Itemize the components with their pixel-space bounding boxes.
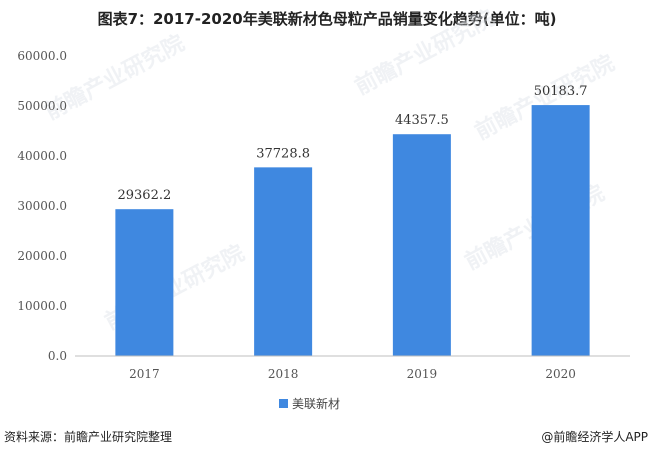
data-label-2020: 50183.7: [534, 84, 588, 99]
data-label-2017: 29362.2: [117, 188, 171, 203]
bar-2018: [254, 167, 313, 356]
y-tick-label: 60000.0: [17, 49, 67, 63]
data-label-2019: 44357.5: [395, 113, 449, 128]
legend: 美联新材: [279, 396, 340, 411]
y-tick-label: 30000.0: [17, 199, 67, 213]
bar-2017: [115, 209, 174, 356]
source-note: 资料来源：前瞻产业研究院整理: [4, 430, 173, 444]
y-tick-label: 0.0: [48, 349, 67, 363]
x-tick-label: 2020: [545, 367, 576, 381]
bars-group: 29362.2 37728.8 44357.5 50183.7: [115, 84, 590, 356]
y-tick-label: 10000.0: [17, 299, 67, 313]
x-tick-label: 2017: [129, 367, 160, 381]
legend-label: 美联新材: [292, 396, 340, 411]
x-tick-label: 2018: [268, 367, 299, 381]
x-axis: 2017 2018 2019 2020: [75, 355, 630, 381]
y-tick-label: 50000.0: [17, 99, 67, 113]
bar-2019: [392, 134, 451, 356]
legend-swatch: [279, 399, 288, 408]
y-tick-label: 20000.0: [17, 249, 67, 263]
x-tick-label: 2019: [407, 367, 438, 381]
watermark-text: 前瞻产业研究院: [351, 5, 499, 100]
data-label-2018: 37728.8: [256, 146, 310, 161]
bar-2020: [531, 105, 590, 356]
chart-title: 图表7：2017-2020年美联新材色母粒产品销量变化趋势(单位：吨): [97, 10, 557, 28]
y-tick-label: 40000.0: [17, 149, 67, 163]
brand-note: @前瞻经济学人APP: [541, 430, 648, 444]
y-axis: 0.0 10000.0 20000.0 30000.0 40000.0 50000.0 60…: [17, 49, 67, 363]
